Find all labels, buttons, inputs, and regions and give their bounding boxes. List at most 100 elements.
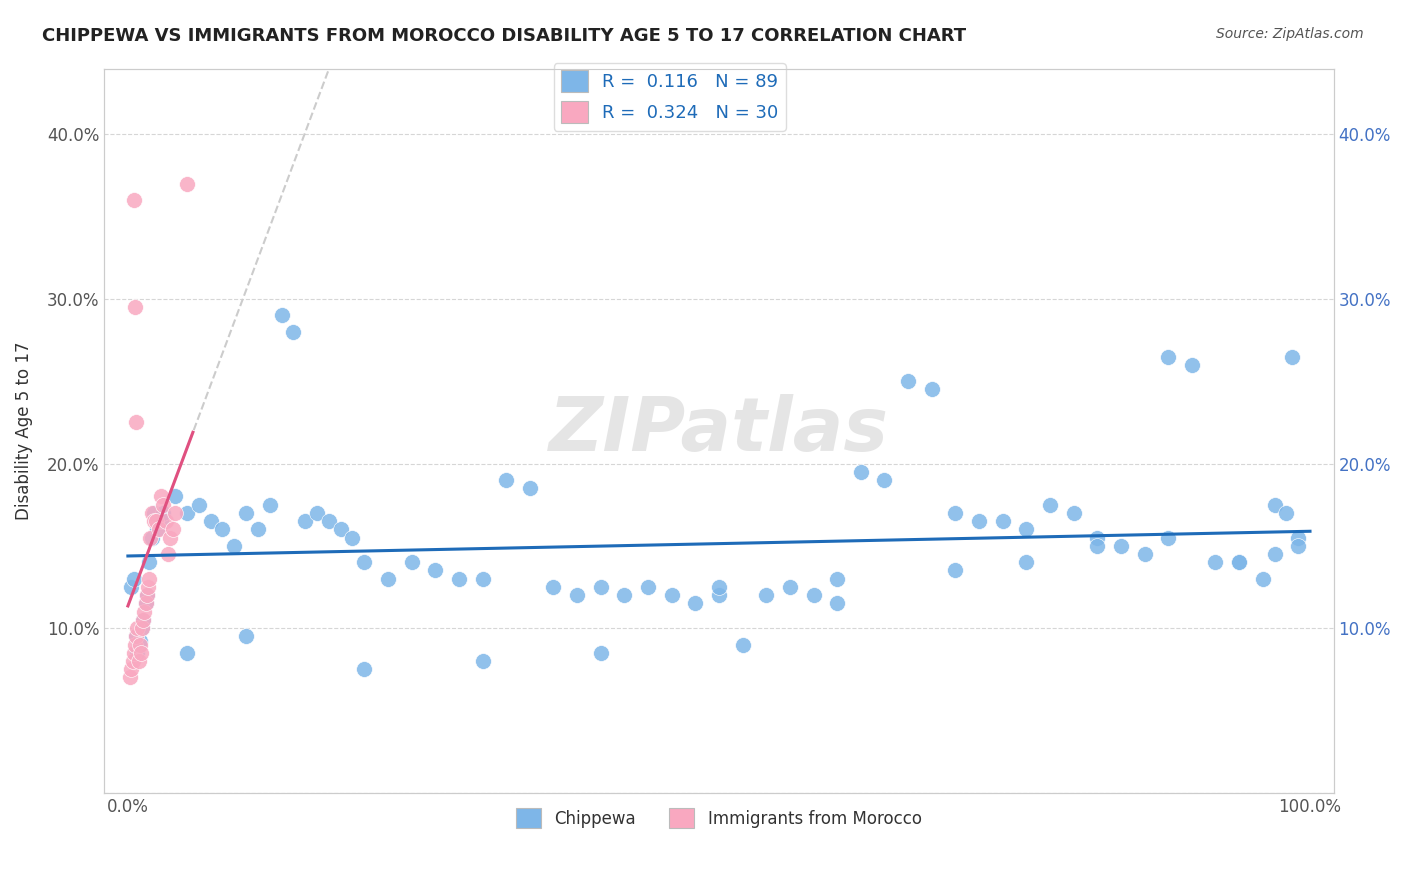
Point	[1263, 498, 1285, 512]
Point	[1263, 547, 1285, 561]
Point	[377, 572, 399, 586]
Point	[1133, 547, 1156, 561]
Point	[519, 481, 541, 495]
Point	[235, 629, 257, 643]
Point	[224, 539, 246, 553]
Point	[270, 309, 292, 323]
Point	[146, 522, 169, 536]
Point	[125, 629, 148, 643]
Point	[128, 638, 150, 652]
Text: Source: ZipAtlas.com: Source: ZipAtlas.com	[1216, 27, 1364, 41]
Point	[1109, 539, 1132, 553]
Point	[176, 506, 198, 520]
Point	[128, 638, 150, 652]
Point	[162, 522, 184, 536]
Point	[120, 580, 142, 594]
Point	[1227, 555, 1250, 569]
Point	[1286, 539, 1309, 553]
Point	[128, 654, 150, 668]
Point	[165, 490, 187, 504]
Point	[176, 177, 198, 191]
Point	[141, 531, 163, 545]
Point	[1251, 572, 1274, 586]
Point	[128, 634, 150, 648]
Point	[235, 506, 257, 520]
Point	[613, 588, 636, 602]
Point	[135, 588, 157, 602]
Point	[943, 564, 966, 578]
Point	[1085, 531, 1108, 545]
Point	[755, 588, 778, 602]
Point	[353, 555, 375, 569]
Point	[120, 662, 142, 676]
Point	[246, 522, 269, 536]
Point	[125, 629, 148, 643]
Point	[139, 531, 162, 545]
Point	[122, 193, 145, 207]
Point	[131, 621, 153, 635]
Point	[135, 588, 157, 602]
Point	[342, 531, 364, 545]
Point	[187, 498, 209, 512]
Point	[1063, 506, 1085, 520]
Point	[873, 473, 896, 487]
Point	[135, 596, 157, 610]
Point	[155, 514, 177, 528]
Point	[353, 662, 375, 676]
Point	[1286, 531, 1309, 545]
Point	[1015, 555, 1038, 569]
Point	[943, 506, 966, 520]
Point	[120, 670, 142, 684]
Point	[148, 522, 170, 536]
Point	[707, 588, 730, 602]
Point	[152, 506, 174, 520]
Point	[1227, 555, 1250, 569]
Point	[122, 646, 145, 660]
Point	[1039, 498, 1062, 512]
Point	[138, 555, 160, 569]
Point	[897, 374, 920, 388]
Point	[165, 506, 187, 520]
Point	[1204, 555, 1226, 569]
Point	[131, 621, 153, 635]
Point	[803, 588, 825, 602]
Point	[825, 572, 848, 586]
Point	[471, 654, 494, 668]
Point	[825, 596, 848, 610]
Point	[991, 514, 1014, 528]
Point	[132, 613, 155, 627]
Point	[731, 638, 754, 652]
Point	[142, 506, 165, 520]
Y-axis label: Disability Age 5 to 17: Disability Age 5 to 17	[15, 342, 32, 520]
Point	[136, 580, 159, 594]
Point	[152, 498, 174, 512]
Point	[779, 580, 801, 594]
Point	[127, 621, 149, 635]
Point	[495, 473, 517, 487]
Text: CHIPPEWA VS IMMIGRANTS FROM MOROCCO DISABILITY AGE 5 TO 17 CORRELATION CHART: CHIPPEWA VS IMMIGRANTS FROM MOROCCO DISA…	[42, 27, 966, 45]
Point	[329, 522, 352, 536]
Point	[1181, 358, 1204, 372]
Point	[661, 588, 683, 602]
Point	[294, 514, 316, 528]
Point	[138, 572, 160, 586]
Point	[132, 613, 155, 627]
Point	[159, 531, 181, 545]
Point	[283, 325, 305, 339]
Point	[122, 572, 145, 586]
Point	[200, 514, 222, 528]
Point	[471, 572, 494, 586]
Point	[305, 506, 328, 520]
Point	[565, 588, 588, 602]
Point	[127, 646, 149, 660]
Point	[447, 572, 470, 586]
Point	[124, 300, 146, 314]
Point	[157, 547, 180, 561]
Point	[259, 498, 281, 512]
Point	[589, 646, 612, 660]
Legend: Chippewa, Immigrants from Morocco: Chippewa, Immigrants from Morocco	[509, 801, 928, 835]
Point	[1085, 539, 1108, 553]
Point	[125, 415, 148, 429]
Point	[129, 646, 152, 660]
Point	[121, 654, 143, 668]
